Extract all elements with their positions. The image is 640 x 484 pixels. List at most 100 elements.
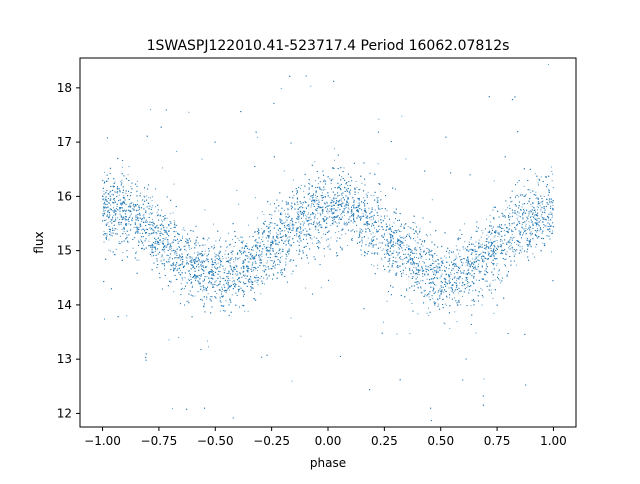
data-point <box>518 215 520 217</box>
data-point <box>448 287 450 289</box>
data-point <box>536 218 538 220</box>
data-point <box>454 311 456 313</box>
data-point <box>457 266 459 268</box>
data-point <box>353 206 355 208</box>
data-point <box>472 250 474 252</box>
data-point <box>264 265 266 267</box>
data-point <box>511 200 513 202</box>
data-point <box>403 258 405 260</box>
data-point <box>453 273 455 275</box>
data-point <box>500 240 502 242</box>
data-point <box>287 237 289 239</box>
data-point <box>257 284 259 286</box>
data-point <box>183 227 185 229</box>
data-point <box>143 214 145 216</box>
data-point <box>424 289 426 291</box>
data-point <box>131 220 133 222</box>
data-point <box>357 192 359 194</box>
data-point <box>496 263 498 265</box>
data-point <box>253 292 255 294</box>
data-point <box>482 296 484 298</box>
data-point <box>419 261 421 263</box>
data-point <box>465 273 467 275</box>
data-point <box>459 266 461 268</box>
data-point <box>345 223 347 225</box>
data-point <box>404 237 406 239</box>
data-point <box>550 211 552 213</box>
data-point <box>126 236 128 238</box>
data-point <box>386 215 388 217</box>
data-point <box>488 236 490 238</box>
data-point <box>406 244 408 246</box>
data-point <box>339 199 341 201</box>
data-point <box>531 205 533 207</box>
data-point <box>257 136 259 138</box>
data-point <box>184 229 186 231</box>
data-point <box>377 163 379 165</box>
data-point <box>406 263 408 264</box>
data-point <box>324 255 326 257</box>
data-point <box>365 214 367 216</box>
data-point <box>227 253 229 255</box>
data-point <box>545 176 547 178</box>
data-point <box>353 199 355 201</box>
data-point <box>507 241 509 243</box>
data-point <box>343 211 345 213</box>
data-point <box>482 261 484 263</box>
data-point <box>220 277 222 279</box>
data-point <box>320 194 322 196</box>
data-point <box>151 243 153 245</box>
data-point <box>333 221 335 223</box>
data-point <box>409 333 411 335</box>
data-point <box>526 233 528 235</box>
data-point <box>204 250 206 252</box>
data-point <box>115 191 117 193</box>
data-point <box>173 267 175 269</box>
data-point <box>536 206 538 208</box>
data-point <box>266 262 268 264</box>
data-point <box>455 255 457 257</box>
data-point <box>534 256 536 258</box>
data-point <box>494 235 496 237</box>
data-point <box>142 199 144 201</box>
data-point <box>292 179 294 181</box>
data-point <box>483 252 485 254</box>
data-point <box>149 109 151 111</box>
data-point <box>154 226 156 228</box>
data-point <box>301 231 303 233</box>
data-point <box>471 258 473 260</box>
data-point <box>362 215 364 217</box>
data-point <box>484 280 486 282</box>
data-point <box>548 188 550 190</box>
data-point <box>441 273 443 275</box>
data-point <box>312 196 314 198</box>
data-point <box>315 237 317 239</box>
data-point <box>193 252 195 254</box>
data-point <box>308 212 310 214</box>
data-point <box>301 221 303 223</box>
data-point <box>332 168 334 170</box>
data-point <box>121 229 123 231</box>
data-point <box>403 238 405 240</box>
data-point <box>204 278 206 280</box>
data-point <box>483 378 485 380</box>
data-point <box>230 243 232 245</box>
data-point <box>551 180 553 182</box>
data-point <box>290 317 292 319</box>
data-point <box>532 253 534 255</box>
data-point <box>454 263 456 265</box>
data-point <box>422 245 424 247</box>
data-point <box>456 257 458 259</box>
data-point <box>302 204 304 206</box>
data-point <box>450 274 452 276</box>
data-point <box>258 232 260 234</box>
data-point <box>165 237 167 239</box>
data-point <box>262 270 264 272</box>
data-point <box>130 186 132 187</box>
data-point <box>260 293 262 295</box>
data-point <box>432 281 434 283</box>
data-point <box>202 269 204 271</box>
data-point <box>106 206 108 208</box>
data-point <box>107 222 109 224</box>
data-point <box>399 266 401 268</box>
